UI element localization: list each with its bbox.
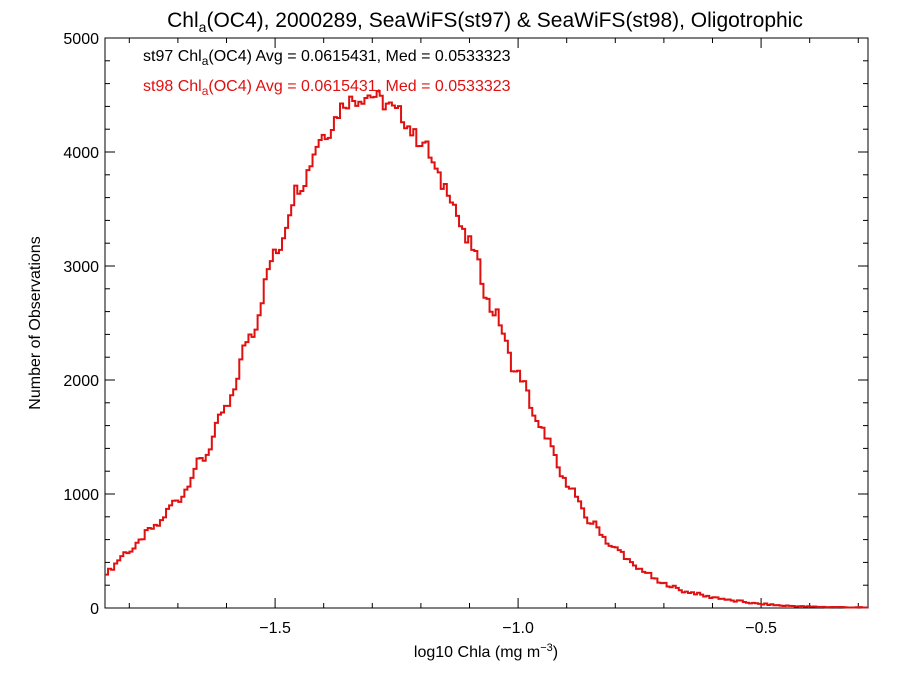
y-axis-label: Number of Observations <box>27 236 44 409</box>
y-tick-label: 3000 <box>63 259 99 276</box>
x-tick-label: −1.0 <box>502 620 534 637</box>
y-tick-label: 4000 <box>63 145 99 162</box>
x-tick-label: −0.5 <box>745 620 777 637</box>
series-line-st98 <box>105 90 868 609</box>
legend-entry-st97: st97 Chla(OC4) Avg = 0.0615431, Med = 0.… <box>143 48 511 68</box>
y-tick-label: 1000 <box>63 487 99 504</box>
y-tick-label: 5000 <box>63 31 99 48</box>
y-axis: 0 1000 2000 3000 4000 5000 <box>63 31 868 618</box>
x-tick-label: −1.5 <box>259 620 291 637</box>
x-axis: −1.5 −1.0 −0.5 <box>128 38 859 637</box>
y-tick-label: 0 <box>90 601 99 618</box>
plot-frame <box>104 37 869 609</box>
chart-title: Chla(OC4), 2000289, SeaWiFS(st97) & SeaW… <box>167 9 803 35</box>
y-tick-label: 2000 <box>63 373 99 390</box>
legend-entry-st98: st98 Chla(OC4) Avg = 0.0615431, Med = 0.… <box>143 78 511 98</box>
x-axis-label: log10 Chla (mg m−3) <box>414 642 558 661</box>
